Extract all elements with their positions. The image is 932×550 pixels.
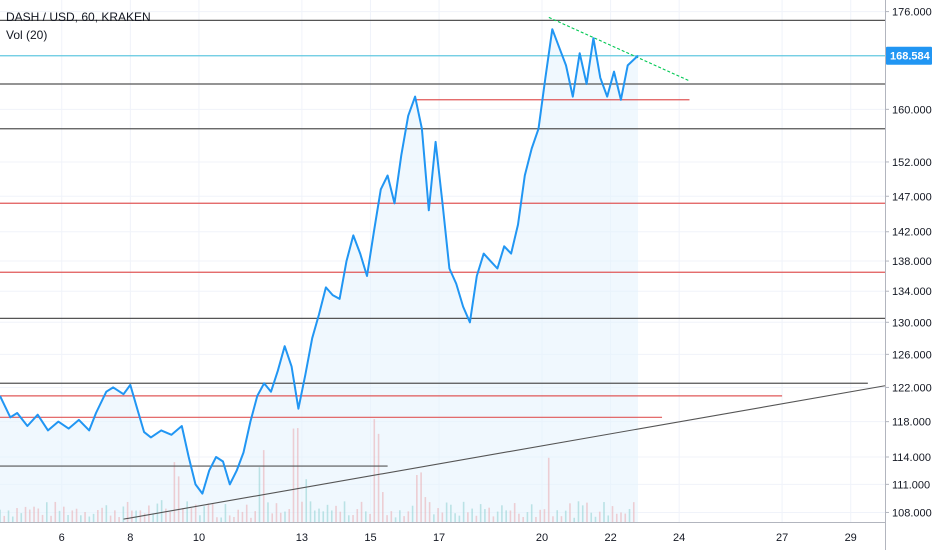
y-tick-label: 176.000 [892, 7, 932, 19]
symbol-title[interactable]: DASH / USD, 60, KRAKEN [6, 10, 151, 24]
chart-legend: DASH / USD, 60, KRAKEN Vol (20) [6, 8, 151, 44]
y-tick-label: 111.000 [892, 479, 930, 491]
price-line-path [0, 28, 639, 495]
x-tick-label: 24 [673, 532, 685, 544]
x-tick-label: 8 [127, 532, 133, 544]
x-tick-label: 22 [604, 532, 616, 544]
x-tick-label: 27 [776, 532, 788, 544]
last-price-label: 168.584 [890, 51, 931, 63]
x-tick-label: 6 [59, 532, 65, 544]
x-tick-label: 10 [193, 532, 205, 544]
trend-lines[interactable] [123, 16, 886, 520]
y-tick-label: 126.000 [892, 349, 932, 361]
y-tick-label: 108.000 [892, 507, 932, 519]
price-line [0, 28, 639, 495]
y-tick-label: 130.000 [892, 317, 932, 329]
y-tick-label: 138.000 [892, 256, 932, 268]
x-tick-label: 20 [536, 532, 548, 544]
volume-indicator-label[interactable]: Vol (20) [6, 28, 48, 42]
price-area [0, 29, 639, 522]
x-tick-label: 13 [296, 532, 308, 544]
y-tick-label: 134.000 [892, 286, 932, 298]
price-area-fill [0, 29, 639, 522]
y-tick-label: 118.000 [892, 417, 931, 429]
last-price-badge [886, 46, 932, 65]
trend-line-dashed [548, 16, 690, 82]
x-tick-label: 17 [433, 532, 445, 544]
y-tick-label: 152.000 [892, 157, 932, 169]
y-tick-label: 114.000 [892, 452, 931, 464]
y-tick-label: 147.000 [892, 191, 932, 203]
trend-line-support [123, 385, 886, 520]
y-tick-label: 160.000 [892, 104, 932, 116]
x-tick-label: 15 [364, 532, 376, 544]
horizontal-levels[interactable] [0, 19, 885, 467]
y-tick-label: 122.000 [892, 382, 932, 394]
y-tick-label: 142.000 [892, 227, 932, 239]
x-tick-label: 29 [845, 532, 857, 544]
